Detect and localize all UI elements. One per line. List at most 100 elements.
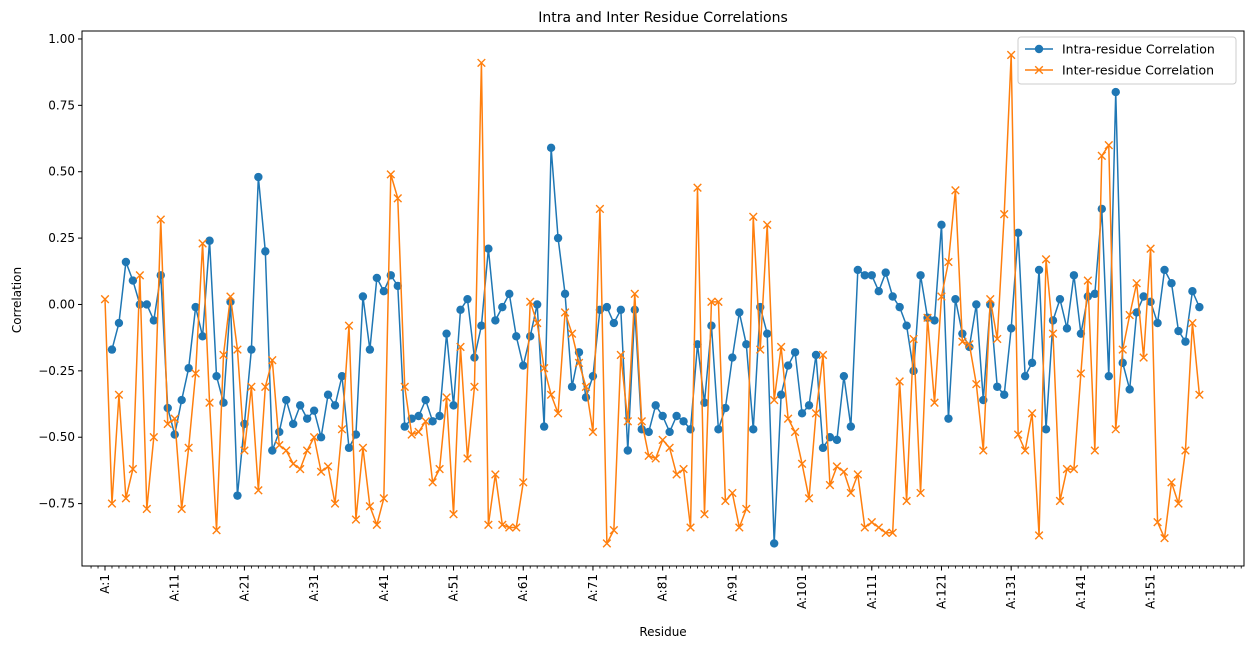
data-point: [247, 345, 256, 354]
data-point: [400, 422, 409, 431]
data-point: [1013, 228, 1023, 237]
data-point: [1069, 464, 1079, 474]
legend-item: Intra-residue Correlation: [1025, 42, 1215, 57]
data-point: [247, 382, 256, 392]
data-point: [1055, 496, 1065, 506]
data-point: [309, 406, 319, 415]
data-point: [205, 398, 214, 408]
data-point: [1125, 310, 1134, 320]
data-point: [1048, 316, 1058, 325]
data-point: [1195, 302, 1204, 312]
data-point: [442, 393, 451, 402]
data-point: [846, 422, 856, 431]
data-point: [107, 499, 117, 508]
data-point: [282, 395, 291, 405]
data-point: [630, 289, 640, 299]
data-point: [944, 257, 953, 267]
data-point: [191, 369, 200, 378]
data-point: [121, 257, 131, 267]
data-point: [1090, 446, 1100, 455]
data-point: [519, 361, 528, 370]
data-point: [1160, 265, 1169, 275]
data-point: [616, 305, 626, 314]
data-point: [505, 289, 514, 299]
data-point: [456, 342, 465, 352]
series-line: [104, 54, 1201, 545]
data-point: [1027, 409, 1037, 418]
data-point: [1174, 326, 1183, 336]
data-point: [365, 501, 375, 511]
data-point: [463, 294, 472, 304]
data-point: [1139, 292, 1148, 301]
data-point: [895, 377, 904, 386]
data-point: [288, 459, 298, 469]
data-point: [393, 281, 402, 291]
data-point: [602, 539, 612, 548]
data-point: [881, 268, 890, 277]
plot-frame: [81, 30, 1245, 567]
data-point: [951, 294, 960, 304]
legend-marker: [1034, 65, 1044, 75]
chart-title: Intra and Inter Residue Correlations: [538, 10, 788, 26]
data-point: [790, 348, 800, 357]
data-point: [783, 414, 793, 423]
data-point: [818, 350, 828, 360]
data-point: [749, 425, 758, 434]
data-point: [902, 321, 911, 330]
legend-marker: [1034, 44, 1044, 54]
data-point: [184, 363, 193, 373]
data-point: [888, 292, 897, 301]
data-point: [658, 435, 667, 445]
data-point: [992, 334, 1002, 344]
data-point: [721, 403, 730, 413]
data-point: [511, 523, 521, 532]
data-point: [1006, 324, 1016, 333]
x-tick-label: A:51: [447, 574, 461, 601]
data-point: [1041, 255, 1051, 264]
data-point: [142, 504, 152, 514]
data-point: [1020, 446, 1030, 455]
data-point: [1069, 271, 1079, 280]
data-point: [1097, 151, 1107, 161]
data-point: [1195, 390, 1204, 400]
data-point: [526, 332, 535, 341]
data-point: [212, 371, 221, 381]
data-point: [714, 425, 723, 434]
data-point: [888, 528, 897, 538]
data-point: [1132, 278, 1141, 288]
data-point: [170, 414, 180, 423]
data-point: [268, 355, 277, 365]
data-point: [330, 401, 340, 410]
data-point: [532, 318, 542, 328]
data-point: [254, 172, 263, 182]
data-point: [344, 443, 354, 453]
data-point: [804, 401, 814, 410]
data-point: [742, 340, 751, 349]
data-point: [1153, 517, 1162, 527]
data-point: [972, 379, 981, 389]
data-point: [895, 302, 904, 312]
data-point: [762, 220, 772, 230]
data-point: [289, 419, 298, 429]
data-point: [351, 515, 361, 524]
data-point: [1090, 289, 1100, 299]
data-point: [414, 427, 423, 437]
data-point: [219, 350, 228, 360]
data-point: [205, 236, 214, 245]
data-point: [477, 58, 486, 68]
data-point: [449, 401, 458, 410]
y-tick-label: −0.75: [38, 497, 75, 511]
data-point: [993, 382, 1002, 391]
x-tick-label: A:71: [586, 574, 600, 601]
data-point: [358, 443, 368, 453]
data-point: [567, 382, 577, 391]
data-point: [518, 478, 528, 487]
data-point: [337, 371, 347, 381]
data-point: [679, 464, 688, 474]
data-point: [693, 183, 702, 192]
data-point: [1083, 276, 1093, 285]
legend-box: [1017, 36, 1237, 85]
data-point: [330, 499, 340, 508]
data-point: [539, 363, 549, 373]
data-point: [909, 334, 918, 344]
